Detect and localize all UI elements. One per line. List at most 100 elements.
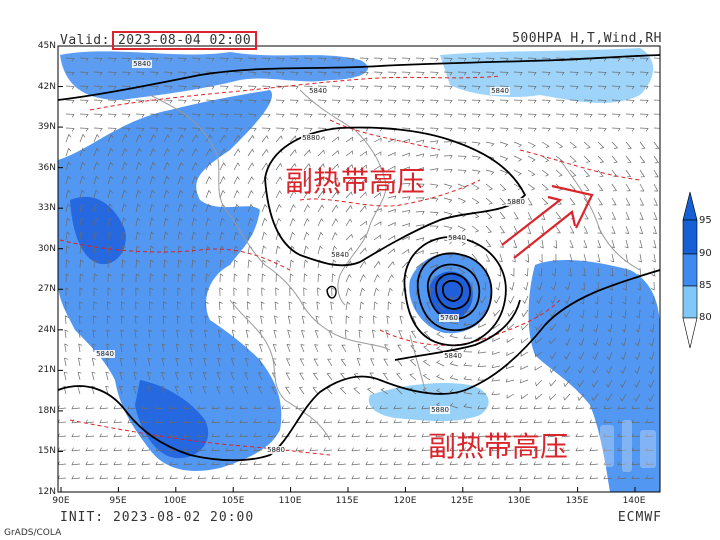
wind-barb bbox=[409, 387, 417, 395]
wind-barb bbox=[477, 376, 487, 381]
wind-barb bbox=[365, 419, 375, 424]
wind-barb bbox=[191, 231, 197, 241]
wind-barb bbox=[85, 447, 95, 452]
wind-barb bbox=[415, 262, 424, 269]
wind-barb bbox=[246, 315, 251, 325]
wind-barb bbox=[617, 419, 627, 424]
wind-barb bbox=[79, 273, 84, 283]
lat-label: 21N bbox=[37, 365, 56, 375]
wind-barb bbox=[121, 217, 127, 227]
wind-barb bbox=[345, 57, 355, 62]
wind-barb bbox=[415, 99, 425, 104]
wind-barb bbox=[499, 57, 509, 62]
wind-barb bbox=[79, 133, 86, 143]
wind-barb bbox=[205, 113, 215, 118]
wind-barb bbox=[541, 85, 551, 90]
wind-barb bbox=[177, 287, 182, 297]
wind-barb bbox=[163, 245, 169, 255]
wind-barb bbox=[505, 365, 515, 370]
wind-barb bbox=[119, 357, 124, 367]
wind-barb bbox=[93, 147, 100, 157]
wind-barb bbox=[191, 273, 196, 283]
wind-barb bbox=[577, 365, 585, 374]
wind-barb bbox=[107, 245, 112, 255]
wind-barb bbox=[91, 357, 96, 367]
wind-barb bbox=[147, 357, 152, 367]
wind-barb bbox=[373, 99, 383, 104]
wind-barb bbox=[606, 351, 613, 361]
wind-barb bbox=[247, 287, 251, 297]
wind-barb bbox=[631, 419, 641, 424]
wind-barb bbox=[127, 475, 137, 480]
wind-barb bbox=[359, 260, 367, 269]
wind-barb bbox=[429, 211, 439, 216]
wind-barb bbox=[597, 127, 607, 132]
wind-barb bbox=[79, 99, 89, 104]
wind-barb bbox=[239, 433, 249, 438]
wind-barb bbox=[219, 175, 226, 185]
wind-barb bbox=[107, 99, 117, 104]
wind-barb bbox=[149, 134, 156, 143]
wind-barb bbox=[421, 447, 431, 452]
wind-barb bbox=[163, 134, 170, 143]
wind-barb bbox=[289, 259, 295, 269]
wind-barb bbox=[71, 405, 81, 410]
wind-barb bbox=[617, 433, 627, 438]
wind-barb bbox=[429, 71, 439, 76]
wind-barb bbox=[415, 57, 425, 62]
wind-barb bbox=[471, 183, 480, 191]
wind-barb bbox=[191, 259, 196, 269]
wind-barb bbox=[93, 133, 100, 143]
wind-barb bbox=[485, 71, 495, 76]
wind-barb bbox=[79, 259, 84, 269]
wind-barb bbox=[499, 197, 507, 205]
wind-barb bbox=[272, 344, 277, 353]
wind-barb bbox=[134, 329, 139, 339]
wind-barb bbox=[549, 323, 557, 331]
wind-barb bbox=[491, 461, 501, 466]
wind-barb bbox=[429, 287, 434, 297]
wind-barb bbox=[119, 371, 124, 381]
wind-barb bbox=[415, 250, 424, 255]
wind-barb bbox=[77, 357, 82, 367]
wind-barb bbox=[121, 301, 125, 311]
wind-barb bbox=[149, 189, 155, 199]
wind-barb bbox=[345, 218, 353, 227]
wind-barb bbox=[519, 475, 529, 480]
wind-barb bbox=[323, 419, 333, 424]
wind-barb bbox=[303, 113, 313, 118]
wind-barb bbox=[401, 71, 411, 76]
wind-barb bbox=[135, 301, 139, 311]
wind-barb bbox=[373, 137, 382, 143]
wind-barb bbox=[534, 337, 543, 344]
wind-barb bbox=[563, 365, 571, 374]
wind-barb bbox=[426, 302, 431, 311]
wind-barb bbox=[327, 358, 333, 367]
humidity-shading bbox=[58, 48, 660, 492]
wind-barb bbox=[273, 329, 278, 339]
wind-barb bbox=[597, 169, 604, 178]
wind-barb bbox=[597, 211, 603, 220]
wind-barb bbox=[271, 386, 277, 395]
wind-barb bbox=[603, 475, 613, 480]
wind-barb bbox=[216, 386, 221, 395]
wind-barb bbox=[233, 245, 239, 255]
wind-barb bbox=[645, 419, 655, 424]
wind-barb bbox=[527, 141, 536, 148]
wind-barb bbox=[113, 475, 123, 480]
wind-barb bbox=[519, 419, 529, 424]
wind-barb bbox=[261, 57, 271, 62]
contour-label-bg bbox=[430, 406, 450, 414]
wind-barb bbox=[345, 150, 354, 157]
wind-barb bbox=[326, 372, 333, 381]
wind-barb bbox=[533, 447, 543, 452]
wind-barb bbox=[485, 99, 495, 104]
wind-barb bbox=[295, 447, 305, 452]
wind-barb bbox=[415, 127, 425, 132]
wind-barb bbox=[563, 379, 571, 388]
wind-barb bbox=[191, 189, 198, 199]
wind-barb bbox=[64, 343, 69, 353]
wind-barb bbox=[471, 141, 481, 147]
wind-barb bbox=[555, 169, 563, 177]
wind-barb bbox=[239, 419, 249, 424]
